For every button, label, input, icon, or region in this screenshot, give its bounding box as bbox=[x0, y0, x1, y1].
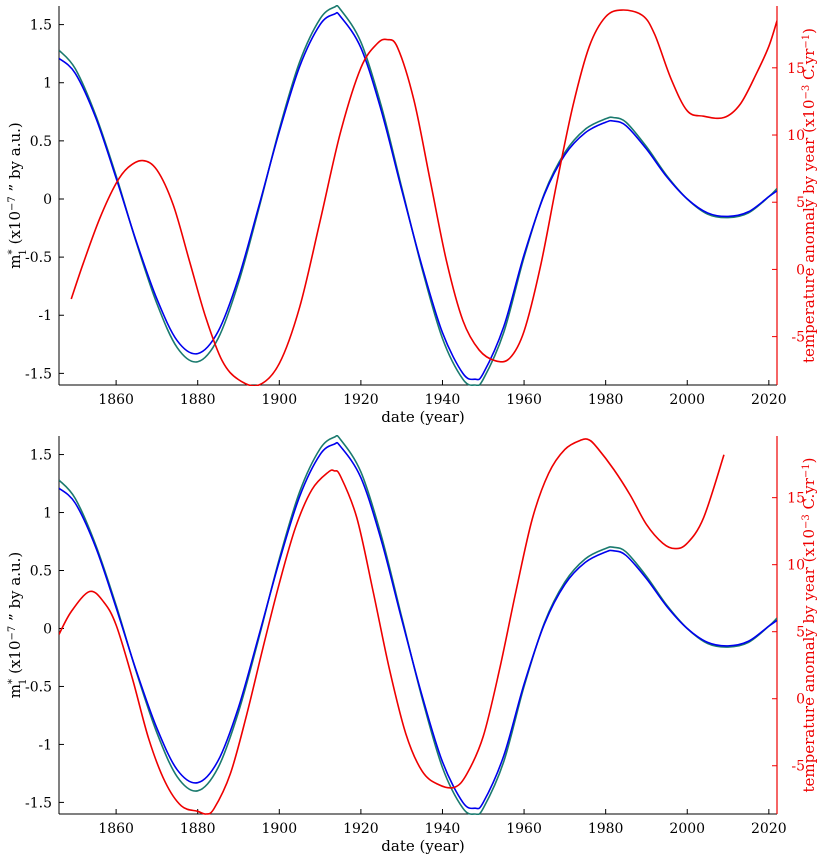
y-left-tick-label: 0 bbox=[43, 621, 52, 637]
x-tick-label: 1960 bbox=[506, 821, 542, 837]
y-right-axis-label: temperature anomaly by year (x10−3 C.yr−… bbox=[800, 28, 818, 363]
y-right-tick-label: 5 bbox=[796, 195, 805, 211]
y-right-axis-label: temperature anomaly by year (x10−3 C.yr−… bbox=[800, 457, 818, 792]
x-tick-label: 1980 bbox=[588, 821, 624, 837]
y-left-tick-label: 1 bbox=[43, 76, 52, 92]
y-left-tick-label: 1.5 bbox=[30, 18, 52, 34]
x-tick-label: 1920 bbox=[343, 392, 379, 408]
series-group bbox=[59, 5, 777, 386]
y-right-tick-label: 0 bbox=[796, 692, 805, 708]
y-left-tick-label: -1 bbox=[38, 737, 52, 753]
x-tick-label: 2000 bbox=[669, 392, 705, 408]
series-line-3 bbox=[70, 9, 777, 386]
y-right-tick-label: 10 bbox=[787, 128, 805, 144]
y-left-tick-label: 1.5 bbox=[30, 448, 52, 464]
y-right-tick-label: -5 bbox=[791, 330, 805, 346]
x-tick-label: 1900 bbox=[261, 392, 297, 408]
x-tick-label: 2020 bbox=[751, 392, 787, 408]
series-line-1 bbox=[59, 435, 777, 815]
y-left-axis-label: m*1 (x10−7 ” by a.u.) bbox=[6, 122, 29, 269]
x-tick-label: 1880 bbox=[180, 821, 216, 837]
x-tick-label: 1860 bbox=[98, 821, 134, 837]
y-left-tick-label: 0 bbox=[43, 192, 52, 208]
x-tick-label: 1940 bbox=[425, 392, 461, 408]
x-tick-label: 1880 bbox=[180, 392, 216, 408]
y-left-tick-label: 0.5 bbox=[30, 564, 52, 580]
series-group bbox=[59, 435, 777, 815]
y-left-tick-label: 1 bbox=[43, 506, 52, 522]
y-right-tick-label: 0 bbox=[796, 262, 805, 278]
x-tick-label: 1960 bbox=[506, 392, 542, 408]
x-axis-label: date (year) bbox=[381, 837, 464, 855]
y-left-tick-label: -1 bbox=[38, 308, 52, 324]
top-chart-panel: 1860 1880 1900 1920 1940 1960 1980 2000 2020 -1.5… bbox=[6, 5, 818, 426]
y-left-tick-label: -0.5 bbox=[25, 250, 52, 266]
y-right-tick-label: 5 bbox=[796, 625, 805, 641]
y-left-tick-label: -1.5 bbox=[25, 366, 52, 382]
x-tick-label: 1920 bbox=[343, 821, 379, 837]
x-tick-label: 2020 bbox=[751, 821, 787, 837]
y-left-axis-label: m*1 (x10−7 ” by a.u.) bbox=[6, 552, 29, 699]
x-tick-label: 2000 bbox=[669, 821, 705, 837]
y-right-tick-label: 15 bbox=[787, 61, 805, 77]
y-left-tick-label: 0.5 bbox=[30, 134, 52, 150]
x-tick-label: 1860 bbox=[98, 392, 134, 408]
y-left-tick-label: -0.5 bbox=[25, 679, 52, 695]
x-tick-label: 1980 bbox=[588, 392, 624, 408]
y-left-tick-label: -1.5 bbox=[25, 795, 52, 811]
x-tick-label: 1900 bbox=[261, 821, 297, 837]
y-right-tick-label: 10 bbox=[787, 558, 805, 574]
series-line-3 bbox=[59, 438, 725, 815]
series-line-2 bbox=[59, 11, 777, 381]
series-line-2 bbox=[59, 441, 777, 810]
x-tick-label: 1940 bbox=[425, 821, 461, 837]
y-right-tick-label: -5 bbox=[791, 759, 805, 775]
y-right-tick-label: 15 bbox=[787, 491, 805, 507]
series-line-1 bbox=[59, 5, 777, 386]
x-axis-label: date (year) bbox=[381, 408, 464, 426]
bottom-chart-panel: 1860 1880 1900 1920 1940 1960 1980 2000 2020 -1.5… bbox=[6, 435, 818, 855]
